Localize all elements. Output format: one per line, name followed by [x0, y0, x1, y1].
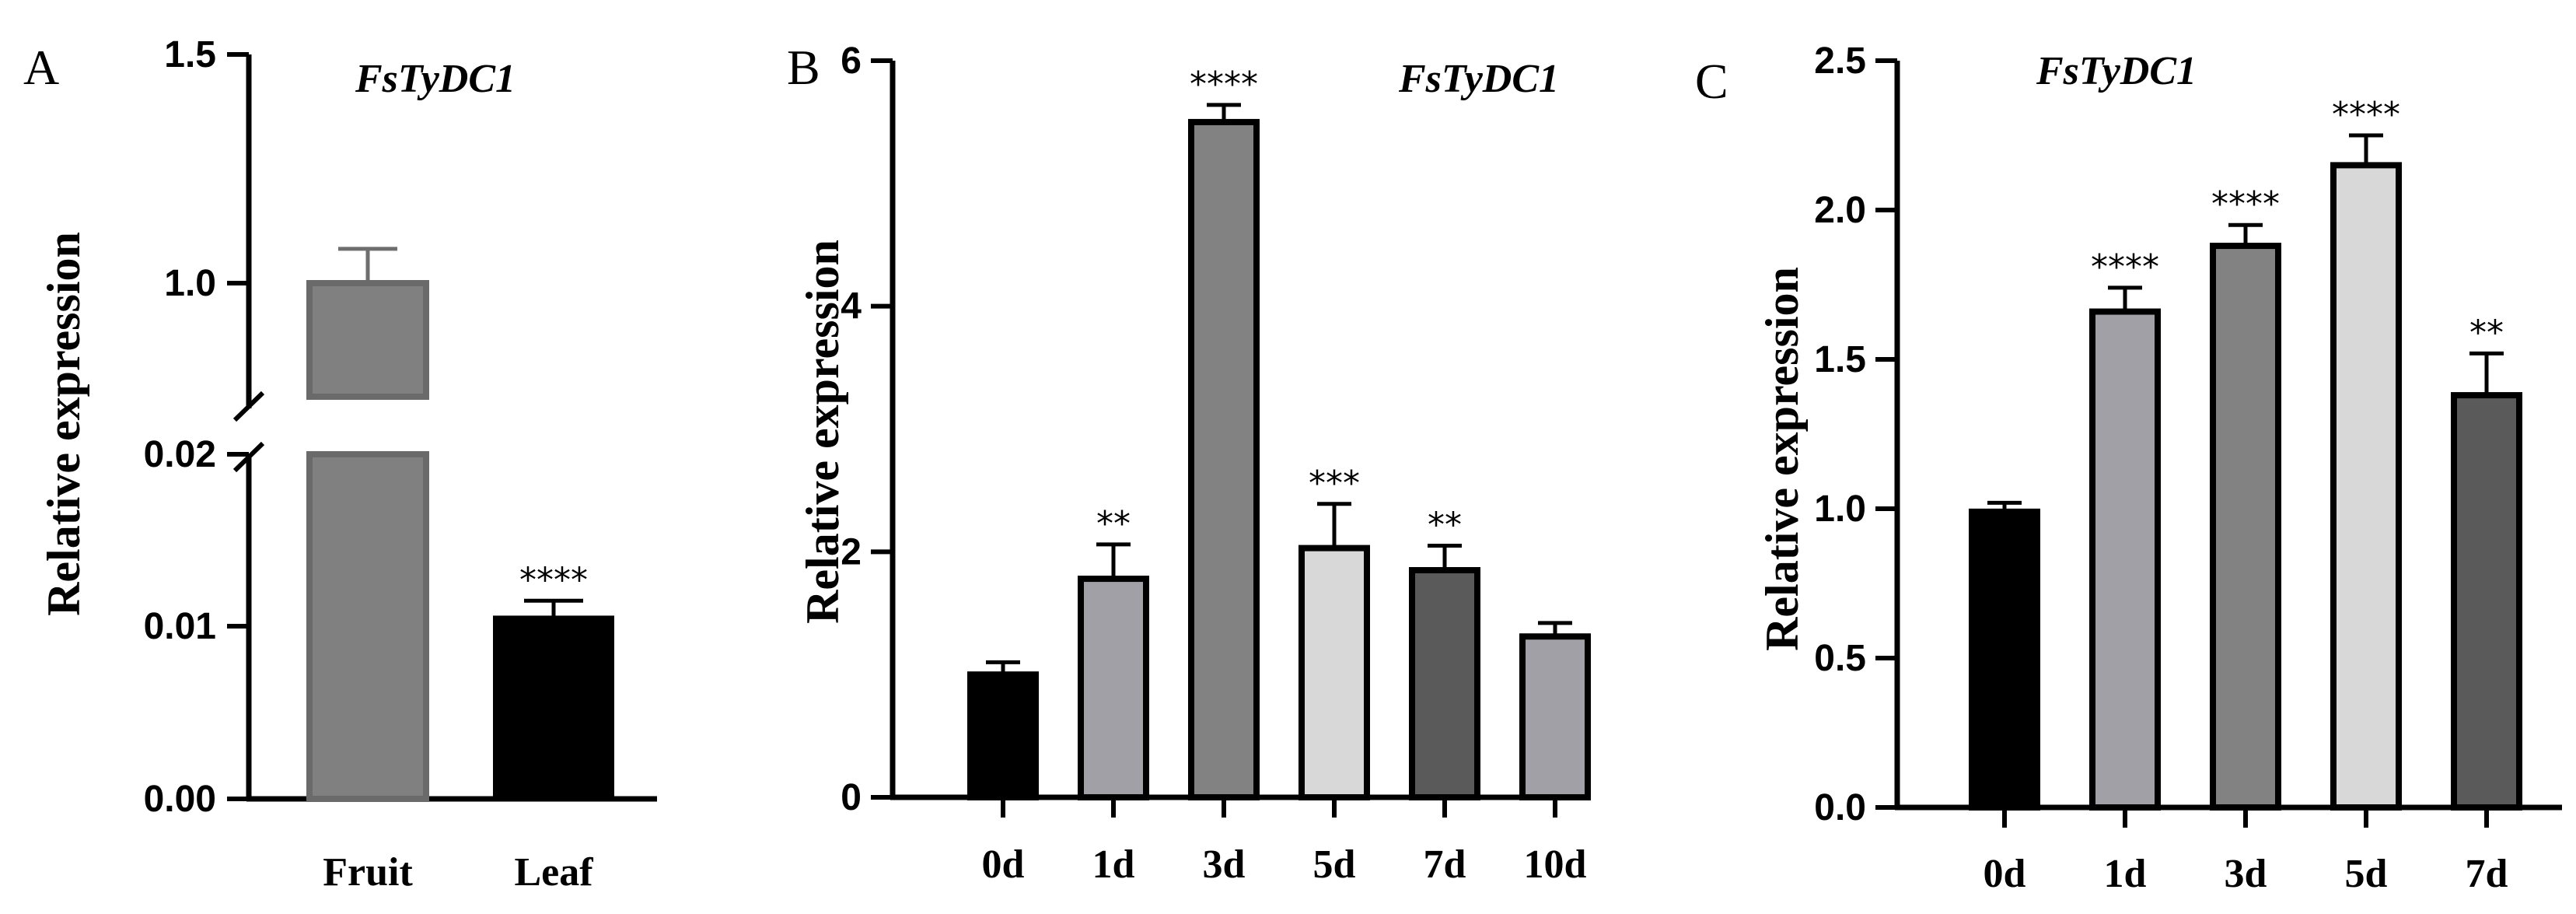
panel-a-ytick-label: 0.01: [144, 606, 216, 647]
panel-c-significance-label: ****: [2332, 95, 2400, 135]
panel-c-ytick-label: 0.0: [1814, 787, 1866, 828]
panel-b-bars: ***********: [967, 65, 1591, 801]
panel-c-letter: C: [1695, 54, 1728, 109]
panel-a-bars: ****: [306, 247, 614, 802]
panel-a-letter: A: [23, 40, 59, 95]
panel-c-y-axis-label: Relative expression: [1756, 267, 1808, 651]
panel-c-xtick-label: 5d: [2345, 852, 2388, 896]
panel-b-xtick-label: 1d: [1092, 842, 1135, 887]
panel-c-significance-label: **: [2469, 313, 2504, 352]
panel-a-ytick-label: 0.00: [144, 779, 216, 820]
panel-b-bar: [1409, 567, 1480, 801]
panel-b-xtick-label: 7d: [1424, 842, 1466, 887]
panel-c-title: FsTyDC1: [2036, 49, 2197, 93]
panel-c-xtick-label: 3d: [2225, 852, 2267, 896]
panel-c-bar: [1969, 508, 2040, 811]
panel-b-xtick-label: 3d: [1203, 842, 1246, 887]
panel-a-xtick-label: Leaf: [514, 850, 593, 895]
panel-b-title: FsTyDC1: [1398, 57, 1559, 101]
panel-c-significance-label: ****: [2091, 247, 2159, 287]
panel-a-title: FsTyDC1: [355, 57, 516, 101]
panel-c-significance-label: ****: [2211, 184, 2280, 224]
panel-b-significance-label: ***: [1309, 464, 1360, 503]
panel-c-bars: **************: [1969, 95, 2522, 811]
panel-a-ytick-label: 1.0: [164, 263, 216, 304]
panel-c-ytick-label: 0.5: [1814, 638, 1866, 679]
panel-a-bar-lower: [306, 451, 429, 802]
panel-c-ytick-label: 1.0: [1814, 489, 1866, 530]
panel-b: B FsTyDC1 Relative expression 0 2 4 6 0d 1d 3d…: [787, 40, 1591, 887]
panel-b-significance-label: **: [1096, 504, 1131, 544]
panel-a-bar: [493, 615, 614, 801]
panel-b-bar: [1188, 118, 1260, 800]
panel-b-xtick-label: 0d: [982, 842, 1025, 887]
panel-b-significance-label: **: [1428, 505, 1462, 545]
panel-a: A FsTyDC1 Relative expression 1.5 1.0 0.…: [23, 34, 657, 895]
panel-b-bar: [967, 671, 1039, 801]
panel-c-bar: [2451, 392, 2522, 811]
panel-c-xtick-label: 0d: [1984, 852, 2026, 896]
panel-c-axes: 0.0 0.5 1.0 1.5 2.0 2.5 0d 1d 3d 5d 7d: [1814, 40, 2562, 896]
panel-b-ytick-label: 2: [841, 531, 862, 573]
panel-c-bar: [2210, 243, 2281, 811]
panel-c-ytick-label: 2.0: [1814, 190, 1866, 231]
panel-a-ytick-label: 1.5: [164, 34, 216, 75]
panel-a-xtick-label: Fruit: [323, 850, 413, 895]
panel-a-ytick-label: 0.02: [144, 434, 216, 475]
panel-a-bar: [306, 280, 429, 400]
panel-b-xtick-label: 5d: [1313, 842, 1356, 887]
panel-b-xtick-label: 10d: [1524, 842, 1587, 887]
panel-c-ytick-label: 1.5: [1814, 339, 1866, 380]
panel-b-bar: [1078, 576, 1149, 800]
panel-b-ytick-label: 0: [841, 777, 862, 818]
panel-c: C FsTyDC1 Relative expression 0.0 0.5 1.0 1…: [1695, 40, 2562, 896]
panel-b-significance-label: ****: [1190, 65, 1258, 104]
panel-b-bar: [1298, 545, 1370, 800]
panel-a-axis-break-mark-lower: [232, 441, 265, 473]
panel-b-ytick-label: 4: [841, 286, 862, 327]
panel-b-letter: B: [787, 40, 820, 95]
panel-a-y-axis-label: Relative expression: [38, 232, 89, 616]
panel-c-bar: [2089, 308, 2161, 811]
panel-c-ytick-label: 2.5: [1814, 40, 1866, 82]
panel-c-xtick-label: 7d: [2466, 852, 2508, 896]
panel-c-bar: [2330, 162, 2402, 811]
panel-c-xtick-label: 1d: [2104, 852, 2147, 896]
panel-a-axis-break-mark-upper: [232, 390, 265, 422]
panel-a-significance-label: ****: [519, 560, 588, 600]
panel-b-ytick-label: 6: [841, 40, 862, 82]
panel-b-y-axis-label: Relative expression: [797, 240, 848, 624]
panel-b-bar: [1519, 633, 1591, 801]
